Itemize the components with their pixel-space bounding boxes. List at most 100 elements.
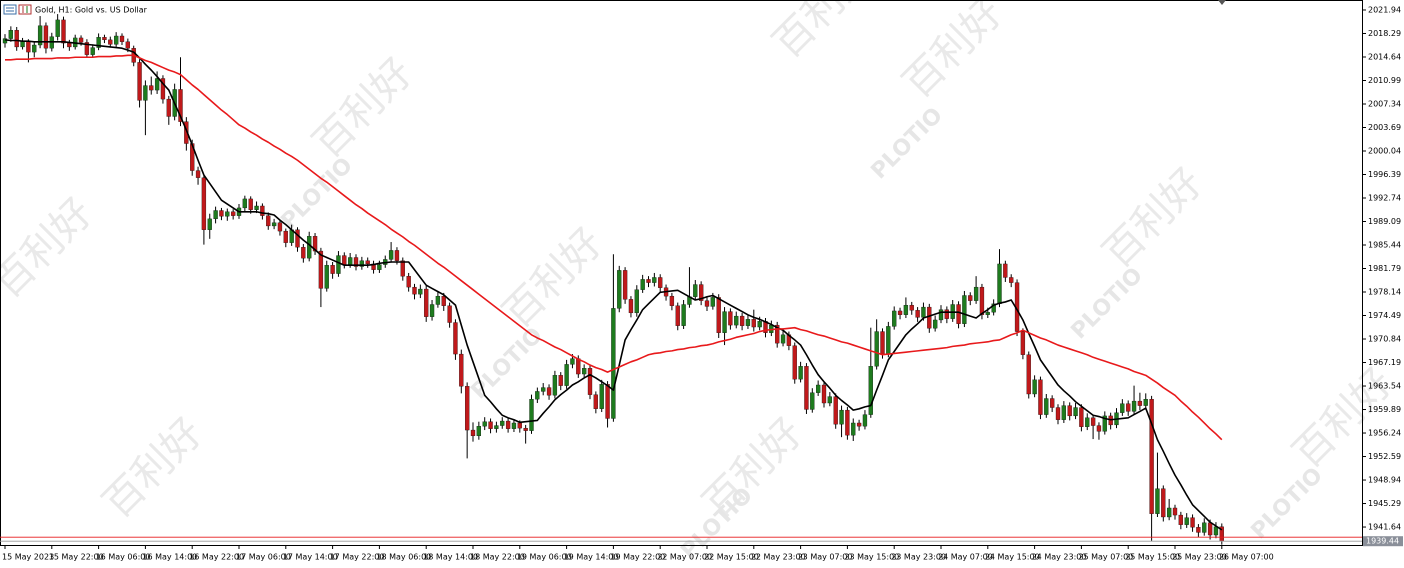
shift-marker (1218, 0, 1226, 5)
candle-body (617, 270, 622, 309)
candle-body (119, 35, 125, 42)
candle-body (166, 98, 171, 117)
candle-body (962, 295, 967, 324)
x-tick-label: 23 May 15:00 (844, 553, 899, 562)
candle-body (96, 37, 101, 48)
candle-body (921, 306, 926, 318)
y-tick-label: 1963.54 (1368, 382, 1401, 391)
candle-body (400, 260, 405, 277)
candle-body (681, 304, 686, 326)
candle-body (230, 211, 236, 216)
candle-body (500, 420, 505, 426)
candle-body (1079, 407, 1084, 427)
candle-body (149, 85, 154, 91)
candle-body (1202, 522, 1207, 533)
candle-body (207, 218, 212, 230)
candle-body (330, 265, 335, 274)
x-tick-label: 22 May 23:00 (751, 553, 806, 562)
candle-body (1126, 403, 1131, 412)
x-tick-label: 15 May 2023 (2, 553, 54, 562)
candle-body (1131, 400, 1137, 412)
price-label-box (1363, 536, 1403, 547)
candle-body (1009, 277, 1014, 283)
candle-body (903, 304, 909, 315)
candle-body (1143, 399, 1148, 406)
candle-body (587, 368, 593, 395)
candle-body (459, 353, 464, 387)
candle-body (611, 308, 616, 419)
x-tick-label: 24 May 23:00 (1032, 553, 1087, 562)
candle-body (640, 279, 645, 290)
candle-body (447, 305, 452, 323)
candle-body (593, 394, 598, 409)
candle-body (897, 310, 903, 315)
y-tick-label: 2000.04 (1368, 146, 1401, 155)
x-tick-label: 25 May 15:00 (1125, 553, 1180, 562)
y-tick-label: 1959.89 (1368, 405, 1401, 414)
candle-body (576, 358, 581, 375)
candle-body (739, 315, 745, 326)
candle-body (535, 391, 540, 400)
candle-body (751, 319, 756, 328)
icon-box (18, 4, 32, 15)
candle-body (184, 121, 189, 144)
candle-body (892, 310, 897, 327)
candle-body (1190, 517, 1195, 528)
candle-body (546, 387, 552, 396)
candle-body (1167, 507, 1172, 518)
candle-body (254, 205, 259, 210)
candle-body (1061, 405, 1066, 420)
candle-body (821, 384, 827, 404)
candle-body (968, 295, 973, 301)
x-tick-label: 19 May 22:00 (610, 553, 665, 562)
y-tick-label: 2007.34 (1368, 99, 1401, 108)
candle-body (1067, 405, 1072, 417)
x-tick-label: 15 May 22:00 (49, 553, 104, 562)
candle-body (365, 260, 370, 265)
candle-body (248, 198, 253, 210)
candle-body (734, 315, 739, 326)
x-tick-label: 16 May 22:00 (189, 553, 244, 562)
candle-body (283, 230, 288, 243)
candle-body (810, 392, 815, 410)
candle-body (704, 300, 710, 307)
y-tick-label: 2021.94 (1368, 5, 1401, 14)
x-tick-label: 24 May 15:00 (985, 553, 1040, 562)
candle-body (1207, 522, 1213, 536)
y-tick-label: 2003.69 (1368, 123, 1401, 132)
candle-body (541, 387, 546, 392)
candle-body (658, 277, 663, 288)
candle-body (336, 255, 341, 274)
x-tick-label: 24 May 07:00 (938, 553, 993, 562)
candle-body (564, 364, 569, 386)
candle-body (441, 295, 446, 306)
candle-body (108, 39, 113, 45)
x-tick-label: 26 May 07:00 (1219, 553, 1274, 562)
candle-body (798, 366, 803, 380)
moving-average-line (5, 54, 1223, 441)
x-tick-label: 23 May 23:00 (891, 553, 946, 562)
candle-body (494, 425, 499, 429)
x-tick-label: 22 May 07:00 (657, 553, 712, 562)
x-tick-label: 16 May 06:00 (96, 553, 151, 562)
y-tick-label: 1985.44 (1368, 241, 1401, 250)
candle-body (1085, 417, 1090, 427)
candle-body (1044, 398, 1049, 415)
y-tick-label: 1941.64 (1368, 523, 1401, 532)
x-tick-label: 22 May 15:00 (704, 553, 759, 562)
candle-body (1184, 517, 1189, 525)
candle-body (944, 309, 949, 319)
candle-body (956, 304, 961, 324)
candle-body (307, 236, 312, 259)
candle-body (652, 277, 657, 283)
candle-body (26, 41, 31, 53)
candle-body (505, 420, 511, 429)
candle-body (628, 299, 634, 314)
candle-body (745, 319, 751, 326)
candle-body (406, 276, 411, 288)
candle-body (804, 366, 809, 410)
candle-body (342, 255, 347, 265)
